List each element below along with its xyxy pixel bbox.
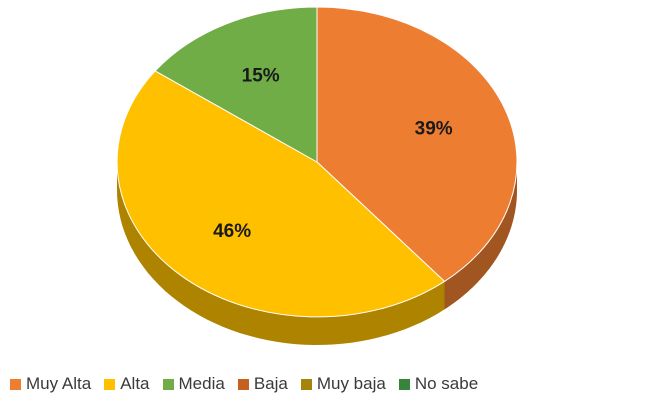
legend-swatch-media	[162, 378, 174, 390]
pie-slice-alta	[116, 70, 446, 318]
legend-item-media: Media	[162, 374, 225, 394]
data-label-muy-alta: 39%	[415, 118, 453, 139]
data-label-media: 15%	[242, 65, 280, 86]
legend-swatch-muy-baja	[300, 378, 312, 390]
legend-label-muy-baja: Muy baja	[316, 374, 386, 393]
pie-chart-svg: 39% 46% 15%	[116, 6, 518, 345]
legend-label-no-sabe: No sabe	[414, 374, 479, 393]
legend-swatch-alta	[104, 378, 116, 390]
pie-side-alta	[117, 162, 445, 345]
legend-item-baja: Baja	[237, 374, 288, 394]
legend-item-muy-baja: Muy baja	[300, 374, 386, 394]
chart-legend: Muy Alta Alta Media Baja Muy baja No sabe	[10, 374, 491, 394]
pie-side-muy-alta	[444, 162, 517, 310]
legend-swatch-muy-alta	[10, 378, 21, 390]
legend-swatch-no-sabe	[398, 378, 410, 390]
legend-item-alta: Alta	[104, 374, 150, 394]
legend-label-media: Media	[178, 374, 225, 393]
legend-label-muy-alta: Muy Alta	[26, 374, 92, 393]
legend-item-muy-alta: Muy Alta	[10, 374, 91, 394]
pie-slice-muy-alta	[316, 6, 518, 283]
legend-item-no-sabe: No sabe	[398, 374, 479, 394]
legend-label-alta: Alta	[120, 374, 150, 393]
legend-label-baja: Baja	[253, 374, 288, 393]
data-label-alta: 46%	[213, 221, 251, 242]
legend-swatch-baja	[237, 378, 249, 390]
pie-slice-media	[154, 6, 318, 163]
